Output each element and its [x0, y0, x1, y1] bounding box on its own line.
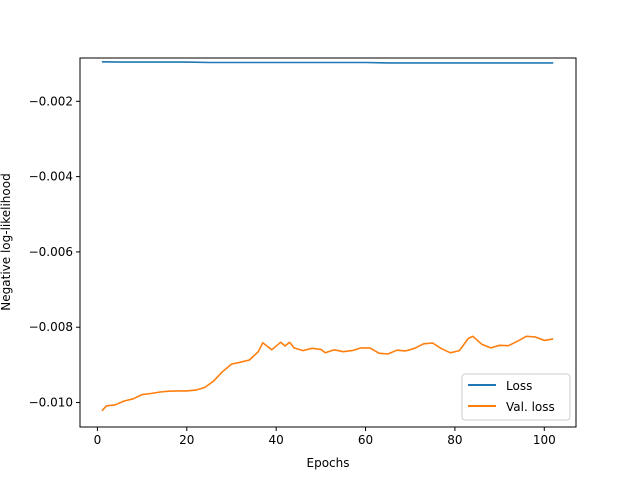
x-tick-label: 40	[269, 433, 284, 447]
y-tick-label: −0.008	[29, 320, 73, 334]
legend-label-loss: Loss	[506, 379, 532, 393]
x-tick-label: 80	[447, 433, 462, 447]
y-tick-label: −0.010	[29, 396, 73, 410]
series-line-loss	[101, 61, 554, 64]
series-layer	[101, 61, 554, 412]
plot-area	[79, 57, 577, 428]
x-axis-title: Epochs	[307, 456, 350, 470]
x-axis: 0 20 40 60 80 100	[94, 427, 556, 447]
legend: Loss Val. loss	[461, 373, 571, 421]
y-tick-label: −0.002	[29, 94, 73, 108]
x-tick-label: 20	[179, 433, 194, 447]
y-tick-label: −0.006	[29, 245, 73, 259]
y-axis: −0.010 −0.008 −0.006 −0.004 −0.002	[29, 94, 80, 410]
y-axis-title: Negative log-likelihood	[0, 173, 13, 310]
x-tick-label: 100	[533, 433, 556, 447]
x-tick-label: 60	[358, 433, 373, 447]
legend-label-val-loss: Val. loss	[506, 400, 555, 414]
x-tick-label: 0	[94, 433, 102, 447]
y-tick-label: −0.004	[29, 170, 73, 184]
series-line-val-loss	[101, 335, 554, 412]
